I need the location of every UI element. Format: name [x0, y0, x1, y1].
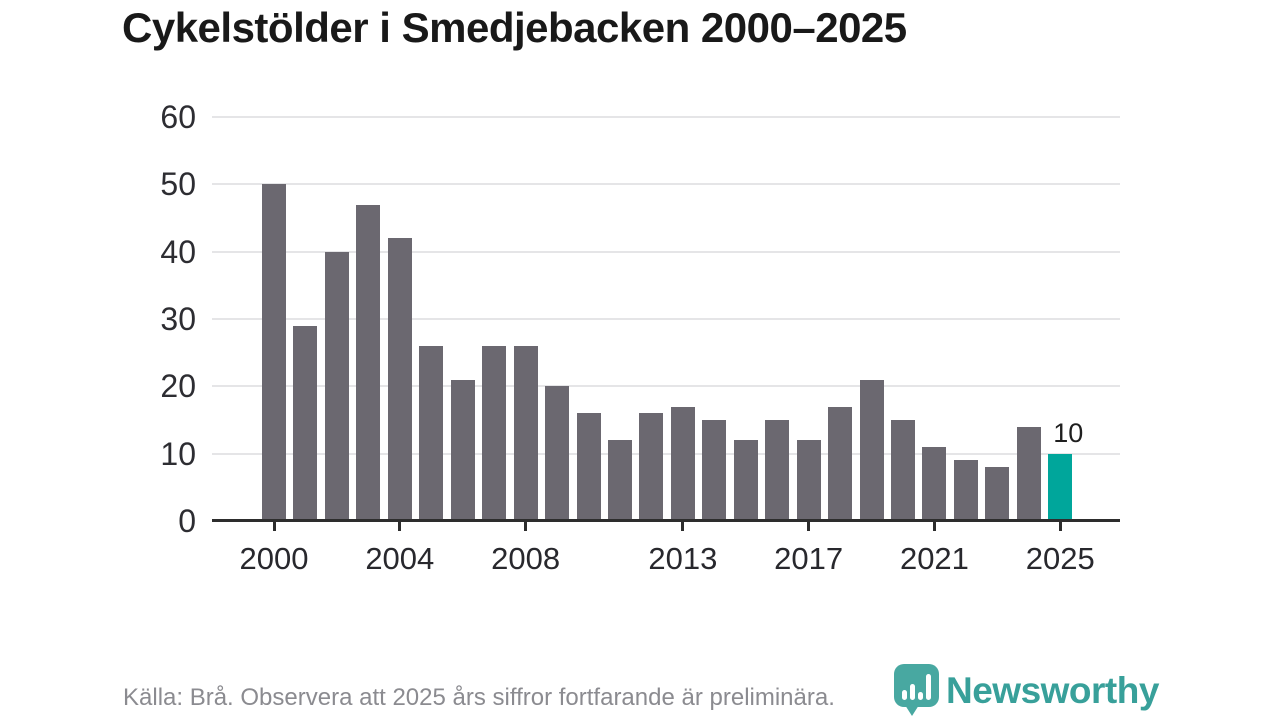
x-axis-tick-2021 — [932, 522, 936, 531]
y-gridline-10 — [212, 452, 1120, 455]
y-gridline-40 — [212, 250, 1120, 253]
bar-2005 — [419, 345, 444, 521]
bar-2018 — [828, 406, 853, 521]
x-axis-label-2004: 2004 — [365, 541, 435, 576]
highlight-value-label: 10 — [1053, 417, 1084, 448]
bar-2001 — [293, 325, 318, 521]
logo-icon-bar — [926, 674, 931, 700]
bar-2003 — [356, 204, 381, 521]
x-axis-line — [212, 519, 1120, 522]
bar-2024 — [1016, 426, 1041, 521]
chart-title: Cykelstölder i Smedjebacken 2000–2025 — [122, 4, 907, 51]
x-axis-tick-2017 — [807, 522, 811, 531]
newsworthy-logo-text: Newsworthy — [946, 670, 1159, 711]
x-axis-tick-2004 — [398, 522, 402, 531]
x-axis-label-2013: 2013 — [648, 541, 718, 576]
bar-2015 — [733, 440, 758, 521]
bar-2004 — [387, 238, 412, 521]
y-axis-label-20: 20 — [160, 368, 196, 405]
bar-2016 — [765, 420, 790, 521]
bar-2012 — [639, 413, 664, 521]
y-gridline-30 — [212, 318, 1120, 320]
y-axis-label-50: 50 — [160, 166, 196, 203]
bar-2008 — [513, 345, 538, 521]
y-axis-label-10: 10 — [160, 435, 196, 472]
logo-icon-bar — [918, 692, 923, 700]
y-axis-label-30: 30 — [160, 301, 196, 337]
y-axis-label-60: 60 — [160, 99, 196, 135]
bar-2023 — [985, 467, 1010, 521]
bar-2014 — [702, 420, 727, 521]
y-gridline-60 — [212, 116, 1120, 118]
bar-2010 — [576, 413, 601, 521]
y-axis-label-40: 40 — [160, 233, 196, 270]
y-axis-label-0: 0 — [178, 503, 196, 539]
newsworthy-logo-icon — [894, 664, 939, 716]
bar-2006 — [450, 379, 475, 521]
x-axis-tick-2013 — [681, 522, 685, 531]
bar-2011 — [607, 440, 632, 521]
bar-2017 — [796, 440, 821, 521]
x-axis-tick-2000 — [272, 522, 276, 531]
source-note: Källa: Brå. Observera att 2025 års siffr… — [123, 684, 835, 711]
x-axis-tick-2008 — [524, 522, 528, 531]
x-axis-label-2017: 2017 — [774, 541, 844, 576]
y-gridline-50 — [212, 183, 1120, 186]
bar-2020 — [891, 420, 915, 521]
y-gridline-20 — [212, 385, 1120, 388]
bar-2025 — [1048, 453, 1073, 521]
logo-icon-bar — [910, 684, 915, 700]
bar-2007 — [482, 345, 507, 521]
bar-2021 — [922, 446, 947, 521]
x-axis-tick-2025 — [1058, 522, 1062, 531]
x-axis-label-2021: 2021 — [899, 541, 969, 576]
bar-2013 — [670, 406, 695, 521]
bar-2022 — [953, 460, 978, 521]
logo-icon-bar — [902, 690, 907, 700]
x-axis-label-2008: 2008 — [491, 541, 561, 576]
bar-2009 — [545, 386, 570, 521]
bar-2000 — [262, 184, 286, 521]
x-axis-label-2000: 2000 — [239, 541, 309, 576]
x-axis-label-2025: 2025 — [1025, 541, 1095, 576]
bar-2002 — [324, 251, 349, 521]
bar-2019 — [859, 379, 884, 521]
